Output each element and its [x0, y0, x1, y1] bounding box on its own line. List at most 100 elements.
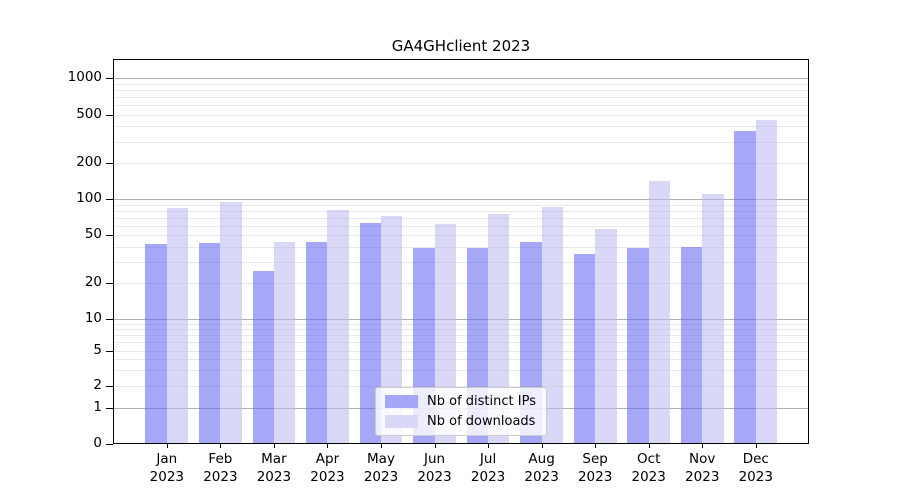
y-tick-label: 200	[76, 153, 102, 170]
legend-label-distinct-ips: Nb of distinct IPs	[427, 394, 536, 409]
gridline-major	[114, 199, 808, 201]
gridline-minor	[114, 329, 808, 331]
x-tick-mark	[273, 444, 275, 448]
x-tick-label: Oct 2023	[631, 451, 666, 485]
y-tick-label: 1	[93, 399, 102, 415]
x-tick-mark	[755, 444, 757, 448]
gridline-minor	[114, 217, 808, 219]
legend-swatch-distinct-ips-icon	[385, 395, 419, 408]
gridline-minor	[114, 359, 808, 361]
bar-downloads-apr	[327, 209, 349, 443]
y-tick-label: 0	[93, 435, 102, 451]
bar-downloads-aug	[541, 207, 563, 443]
y-tick-label: 500	[76, 105, 102, 122]
legend-swatch-downloads-icon	[385, 415, 419, 428]
y-tick-label: 2	[93, 377, 102, 393]
y-tick-label: 100	[76, 190, 102, 207]
y-tick-label: 50	[84, 226, 102, 243]
x-tick-label: Aug 2023	[524, 451, 559, 485]
bar-downloads-oct	[648, 180, 671, 443]
x-tick-mark	[541, 444, 543, 448]
y-tick-label: 1000	[67, 69, 102, 86]
x-tick-label: Dec 2023	[738, 451, 773, 485]
gridline-minor	[114, 105, 808, 107]
bar-downloads-dec	[755, 120, 778, 443]
x-tick-mark	[595, 444, 597, 448]
chart-title: GA4GHclient 2023	[391, 37, 531, 55]
x-tick-mark	[434, 444, 436, 448]
x-tick-label: Nov 2023	[685, 451, 720, 485]
x-tick-mark	[648, 444, 650, 448]
y-tick-label: 20	[84, 273, 102, 290]
y-tick-mark	[106, 282, 113, 284]
bar-distinct-ips-mar	[252, 271, 274, 443]
gridline-minor	[114, 261, 808, 263]
x-tick-label: Sep 2023	[577, 451, 613, 485]
bar-downloads-jan	[166, 207, 189, 443]
bar-downloads-nov	[702, 194, 724, 443]
gridline-major	[114, 319, 808, 320]
gridline-minor	[114, 210, 808, 212]
legend-label-downloads: Nb of downloads	[427, 414, 536, 429]
x-tick-mark	[381, 444, 382, 448]
gridline-major	[114, 78, 808, 80]
bar-distinct-ips-feb	[198, 243, 221, 443]
gridline-minor	[114, 370, 808, 372]
x-tick-mark	[220, 444, 222, 448]
x-tick-label: Feb 2023	[203, 451, 238, 485]
gridline-minor	[114, 350, 808, 352]
gridline-minor	[114, 204, 808, 206]
x-tick-mark	[166, 444, 168, 448]
gridline-minor	[114, 162, 808, 164]
y-tick-mark	[106, 319, 113, 320]
x-tick-label: Jan 2023	[149, 451, 184, 485]
x-tick-label: Apr 2023	[310, 451, 345, 485]
gridline-minor	[114, 235, 808, 237]
bar-downloads-sep	[595, 228, 617, 443]
x-tick-label: May 2023	[363, 451, 399, 485]
gridline-minor	[114, 282, 808, 284]
legend: Nb of distinct IPs Nb of downloads	[375, 387, 547, 436]
bar-distinct-ips-oct	[627, 248, 649, 443]
y-tick-mark	[106, 444, 113, 445]
y-tick-mark	[106, 162, 113, 164]
gridline-minor	[114, 225, 808, 227]
gridline-minor	[114, 246, 808, 248]
bar-distinct-ips-jan	[145, 244, 167, 443]
gridline-minor	[114, 90, 808, 92]
y-tick-mark	[106, 235, 113, 237]
y-tick-mark	[106, 408, 113, 409]
gridline-minor	[114, 97, 808, 99]
plot-canvas	[114, 60, 808, 443]
y-tick-label: 5	[93, 341, 102, 358]
y-tick-mark	[106, 114, 113, 116]
gridline-minor	[114, 141, 808, 143]
bar-distinct-ips-apr	[306, 241, 328, 443]
x-tick-mark	[488, 444, 490, 448]
bar-distinct-ips-dec	[734, 130, 756, 443]
y-tick-mark	[106, 199, 113, 201]
legend-entry-downloads: Nb of downloads	[385, 414, 536, 429]
gridline-minor	[114, 323, 808, 325]
y-tick-mark	[106, 386, 113, 387]
gridline-minor	[114, 83, 808, 85]
bar-distinct-ips-nov	[680, 246, 703, 443]
gridline-minor	[114, 126, 808, 128]
gridline-minor	[114, 114, 808, 116]
bar-distinct-ips-sep	[573, 253, 596, 443]
y-tick-mark	[106, 350, 113, 352]
x-tick-label: Mar 2023	[256, 451, 292, 485]
bar-downloads-may	[381, 215, 403, 443]
bar-downloads-feb	[220, 201, 242, 443]
x-tick-mark	[702, 444, 704, 448]
x-tick-label: Jul 2023	[470, 451, 506, 485]
x-tick-mark	[327, 444, 329, 448]
bar-downloads-jul	[488, 214, 510, 443]
gridline-minor	[114, 342, 808, 344]
x-tick-label: Jun 2023	[417, 451, 452, 485]
gridline-minor	[114, 386, 808, 387]
y-tick-label: 10	[84, 310, 102, 326]
bar-downloads-mar	[273, 241, 296, 443]
y-tick-mark	[106, 78, 113, 80]
